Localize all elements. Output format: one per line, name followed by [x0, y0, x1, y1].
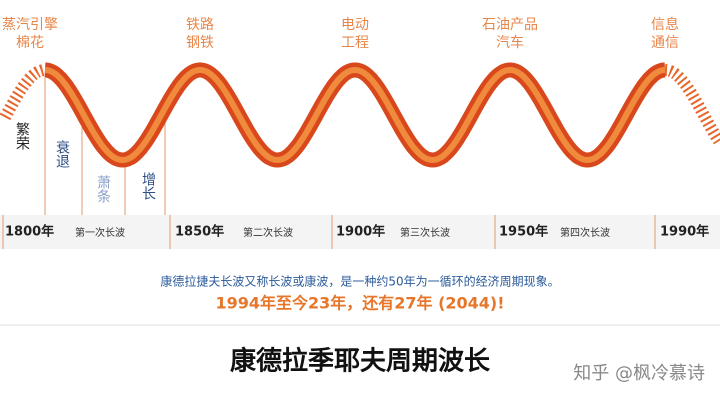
wave-label: 第二次长波: [243, 226, 293, 239]
wave-highlight: [44, 66, 666, 164]
watermark: 知乎 @枫冷慕诗: [573, 363, 705, 384]
era-label: 石油产品: [482, 17, 538, 33]
year-label: 1950年: [499, 224, 548, 240]
wave-label: 第一次长波: [75, 226, 125, 239]
year-label: 1800年: [5, 224, 54, 240]
wave-label: 第四次长波: [560, 226, 610, 239]
wave-label: 第三次长波: [400, 226, 450, 239]
era-label: 蒸汽引擎: [2, 17, 58, 33]
era-label: 汽车: [496, 34, 524, 51]
era-label: 信息: [651, 16, 679, 33]
axis-band: [0, 215, 720, 249]
era-label: 铁路: [186, 17, 214, 33]
caption: 康德拉捷夫长波又称长波或康波，是一种约50年为一循环的经济周期现象。: [160, 274, 559, 289]
phase-label: 萧条: [95, 175, 111, 203]
era-label: 通信: [651, 35, 679, 51]
year-label: 1990年: [660, 224, 709, 240]
highlight: 1994年至今23年，还有27年 (2044)!: [215, 294, 504, 313]
phase-label: 繁荣: [14, 122, 30, 150]
era-label: 电动: [341, 17, 369, 33]
era-label: 钢铁: [186, 35, 214, 51]
title: 康德拉季耶夫周期波长: [230, 346, 491, 377]
era-label: 工程: [341, 35, 369, 51]
phase-label: 增长: [140, 172, 156, 200]
era-label: 棉花: [16, 34, 44, 51]
year-label: 1900年: [336, 224, 385, 240]
year-label: 1850年: [175, 224, 224, 240]
phase-separators: [44, 78, 166, 215]
axis-ticks: [2, 215, 656, 249]
phase-label: 衰退: [54, 139, 70, 168]
